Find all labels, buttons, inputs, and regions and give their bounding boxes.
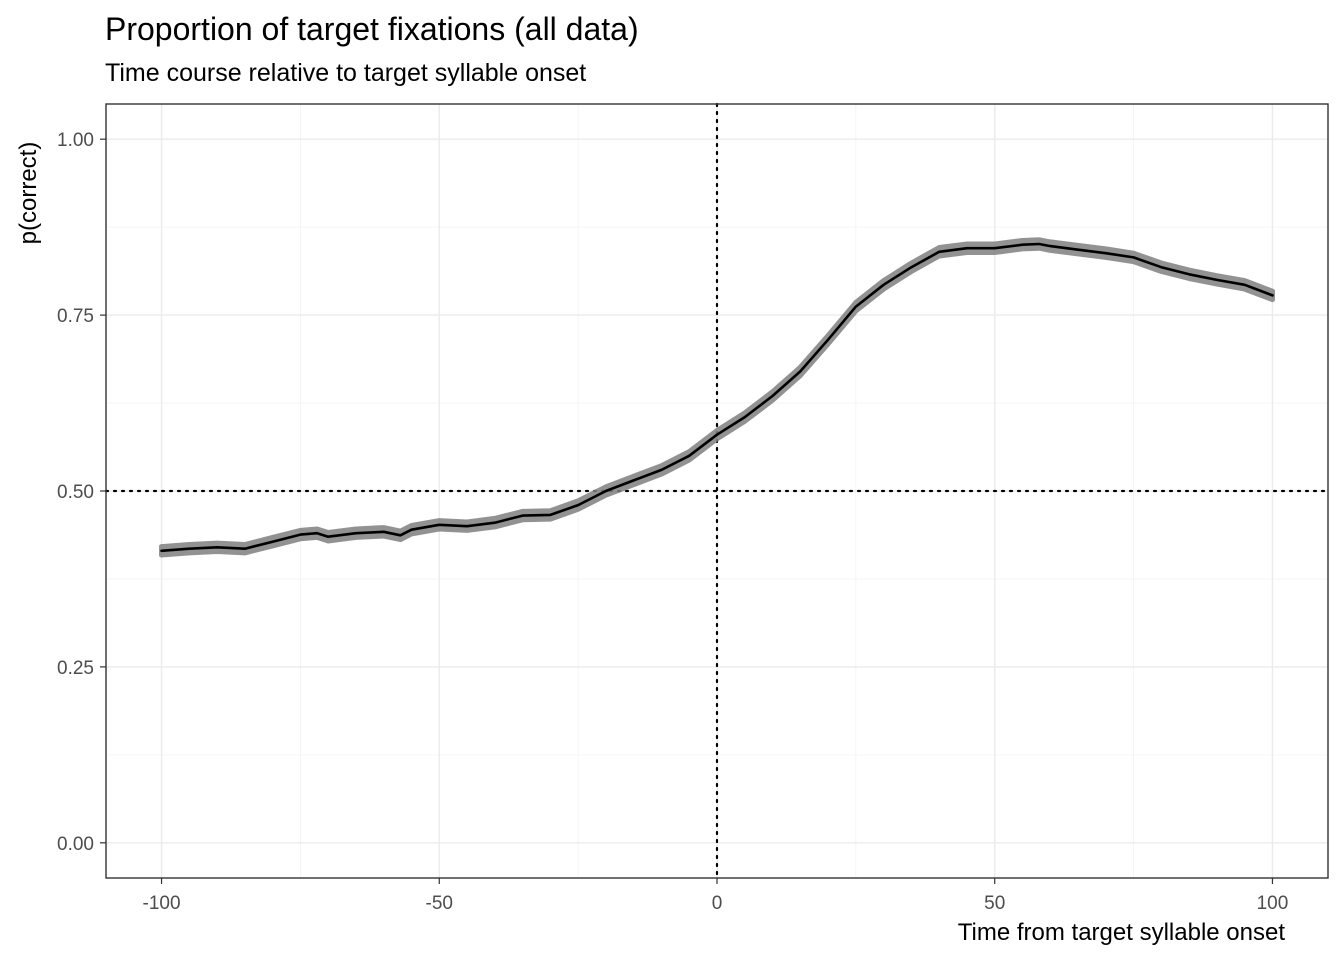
x-tick-label: -50	[426, 893, 453, 914]
series-layer	[159, 237, 1275, 558]
chart-title: Proportion of target fixations (all data…	[105, 11, 639, 47]
y-tick-label: 0.25	[57, 658, 94, 679]
axes: -100 -50 0 50 100 0.00 0.25 0.50 0.75 1.00	[57, 130, 1288, 914]
x-tick-label: 100	[1257, 893, 1289, 914]
x-tick-label: 50	[984, 893, 1005, 914]
x-tick-label: -100	[143, 893, 181, 914]
y-tick-label: 0.50	[57, 482, 94, 503]
y-tick-label: 0.75	[57, 306, 94, 327]
y-tick-label: 1.00	[57, 130, 94, 151]
reference-lines	[104, 102, 1330, 880]
y-tick-label: 0.00	[57, 834, 94, 855]
y-axis-title: p(correct)	[15, 142, 42, 245]
confidence-ribbon	[159, 237, 1275, 558]
series-line	[160, 242, 1274, 553]
x-axis-title: Time from target syllable onset	[958, 919, 1286, 946]
chart-subtitle: Time course relative to target syllable …	[105, 59, 586, 87]
x-tick-label: 0	[712, 893, 723, 914]
